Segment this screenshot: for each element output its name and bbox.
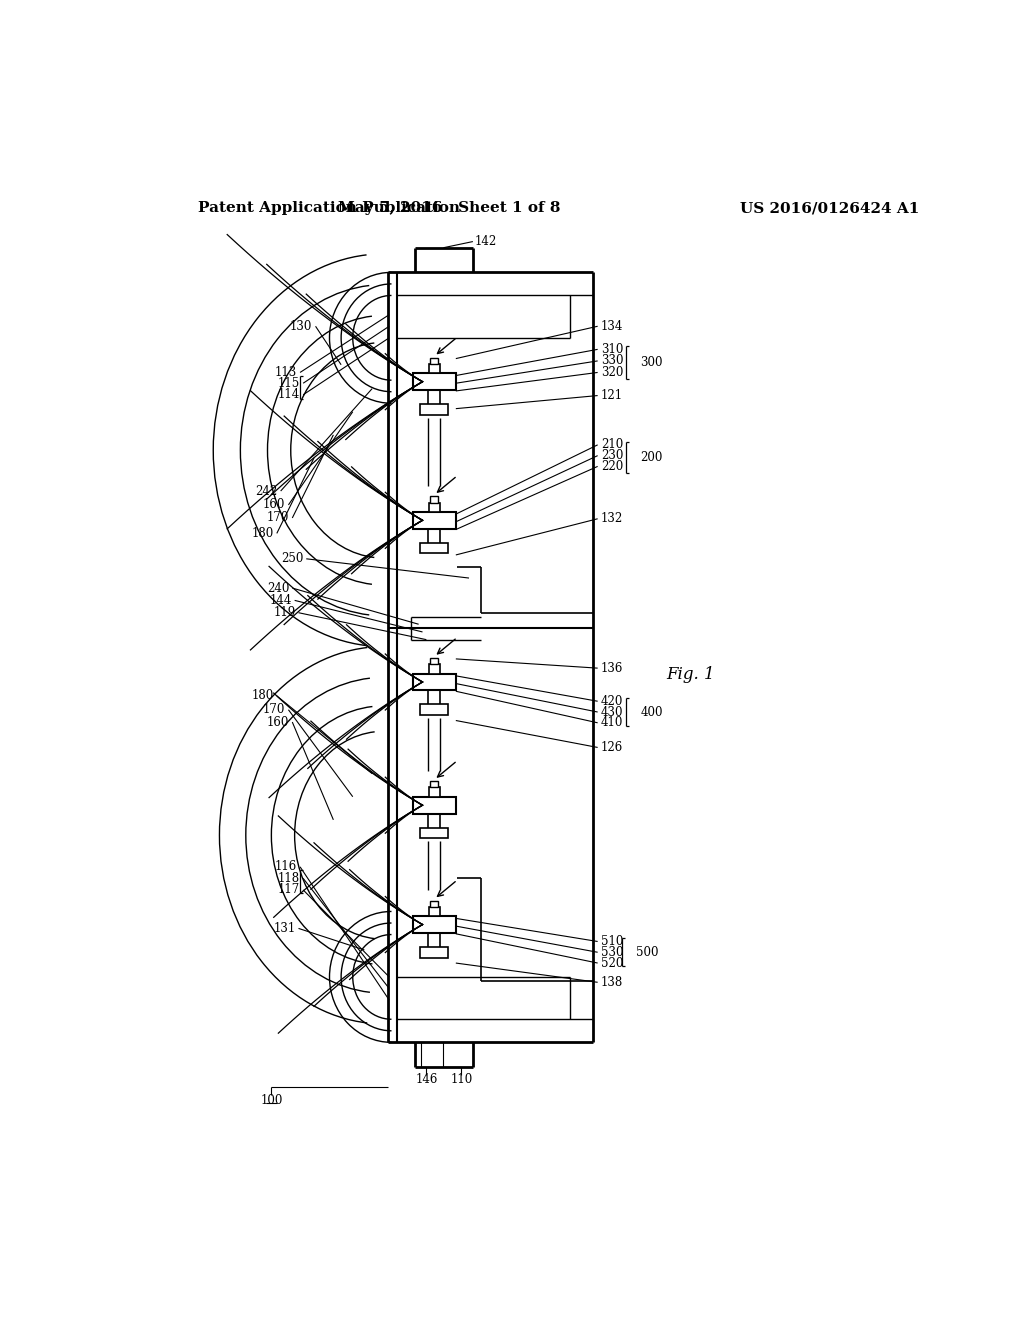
Text: 510: 510 [601, 935, 624, 948]
Text: 180: 180 [252, 689, 273, 702]
Text: 242: 242 [255, 484, 278, 498]
Text: 115: 115 [278, 376, 300, 389]
Text: 113: 113 [274, 366, 297, 379]
Text: Fig. 1: Fig. 1 [667, 665, 715, 682]
Text: 138: 138 [601, 975, 623, 989]
Bar [414, 916, 456, 933]
Text: 410: 410 [601, 717, 624, 730]
Text: Patent Application Publication: Patent Application Publication [198, 202, 460, 215]
Bar [430, 781, 438, 788]
Text: 126: 126 [601, 741, 623, 754]
Text: 170: 170 [263, 704, 286, 717]
Text: 430: 430 [601, 705, 624, 718]
Text: 132: 132 [601, 512, 623, 525]
Text: 240: 240 [267, 582, 289, 594]
Bar [414, 512, 456, 529]
Text: 230: 230 [601, 449, 624, 462]
Text: 118: 118 [278, 871, 300, 884]
Bar [420, 946, 449, 958]
Text: 160: 160 [267, 715, 289, 729]
Text: 110: 110 [451, 1073, 472, 1086]
Text: 117: 117 [278, 883, 300, 896]
Bar [429, 503, 439, 512]
Bar [430, 496, 438, 503]
Text: 180: 180 [252, 527, 273, 540]
Text: 114: 114 [278, 388, 300, 401]
Text: 136: 136 [601, 661, 624, 675]
Text: 530: 530 [601, 945, 624, 958]
Text: 500: 500 [636, 945, 658, 958]
Bar [430, 358, 438, 364]
Text: 200: 200 [640, 450, 663, 463]
Text: 131: 131 [273, 921, 295, 935]
Bar [429, 364, 439, 374]
Text: 520: 520 [601, 957, 624, 970]
Text: 134: 134 [601, 319, 624, 333]
Bar [420, 543, 449, 553]
Text: 144: 144 [269, 594, 292, 607]
Text: 116: 116 [274, 861, 297, 874]
Text: 250: 250 [281, 552, 303, 565]
Bar [429, 664, 439, 673]
Text: 400: 400 [640, 705, 663, 718]
Bar [414, 797, 456, 813]
Text: 121: 121 [601, 389, 623, 403]
Text: 420: 420 [601, 694, 624, 708]
Bar [430, 900, 438, 907]
Text: 142: 142 [474, 235, 497, 248]
Text: 220: 220 [601, 459, 623, 473]
Bar [420, 705, 449, 715]
Bar [429, 907, 439, 916]
Bar [414, 374, 456, 391]
Text: 146: 146 [415, 1073, 437, 1086]
Text: 300: 300 [640, 356, 663, 370]
Text: 100: 100 [260, 1093, 283, 1106]
Text: 320: 320 [601, 366, 624, 379]
Text: 310: 310 [601, 343, 624, 356]
Bar [429, 788, 439, 797]
Text: 210: 210 [601, 438, 623, 451]
Bar [414, 673, 456, 690]
Text: 170: 170 [267, 511, 289, 524]
Text: 119: 119 [273, 606, 295, 619]
Bar [420, 828, 449, 838]
Text: 130: 130 [290, 319, 312, 333]
Text: 330: 330 [601, 354, 624, 367]
Bar [420, 404, 449, 414]
Text: 160: 160 [263, 499, 286, 511]
Bar [430, 659, 438, 664]
Text: May 5, 2016   Sheet 1 of 8: May 5, 2016 Sheet 1 of 8 [338, 202, 561, 215]
Text: US 2016/0126424 A1: US 2016/0126424 A1 [740, 202, 920, 215]
